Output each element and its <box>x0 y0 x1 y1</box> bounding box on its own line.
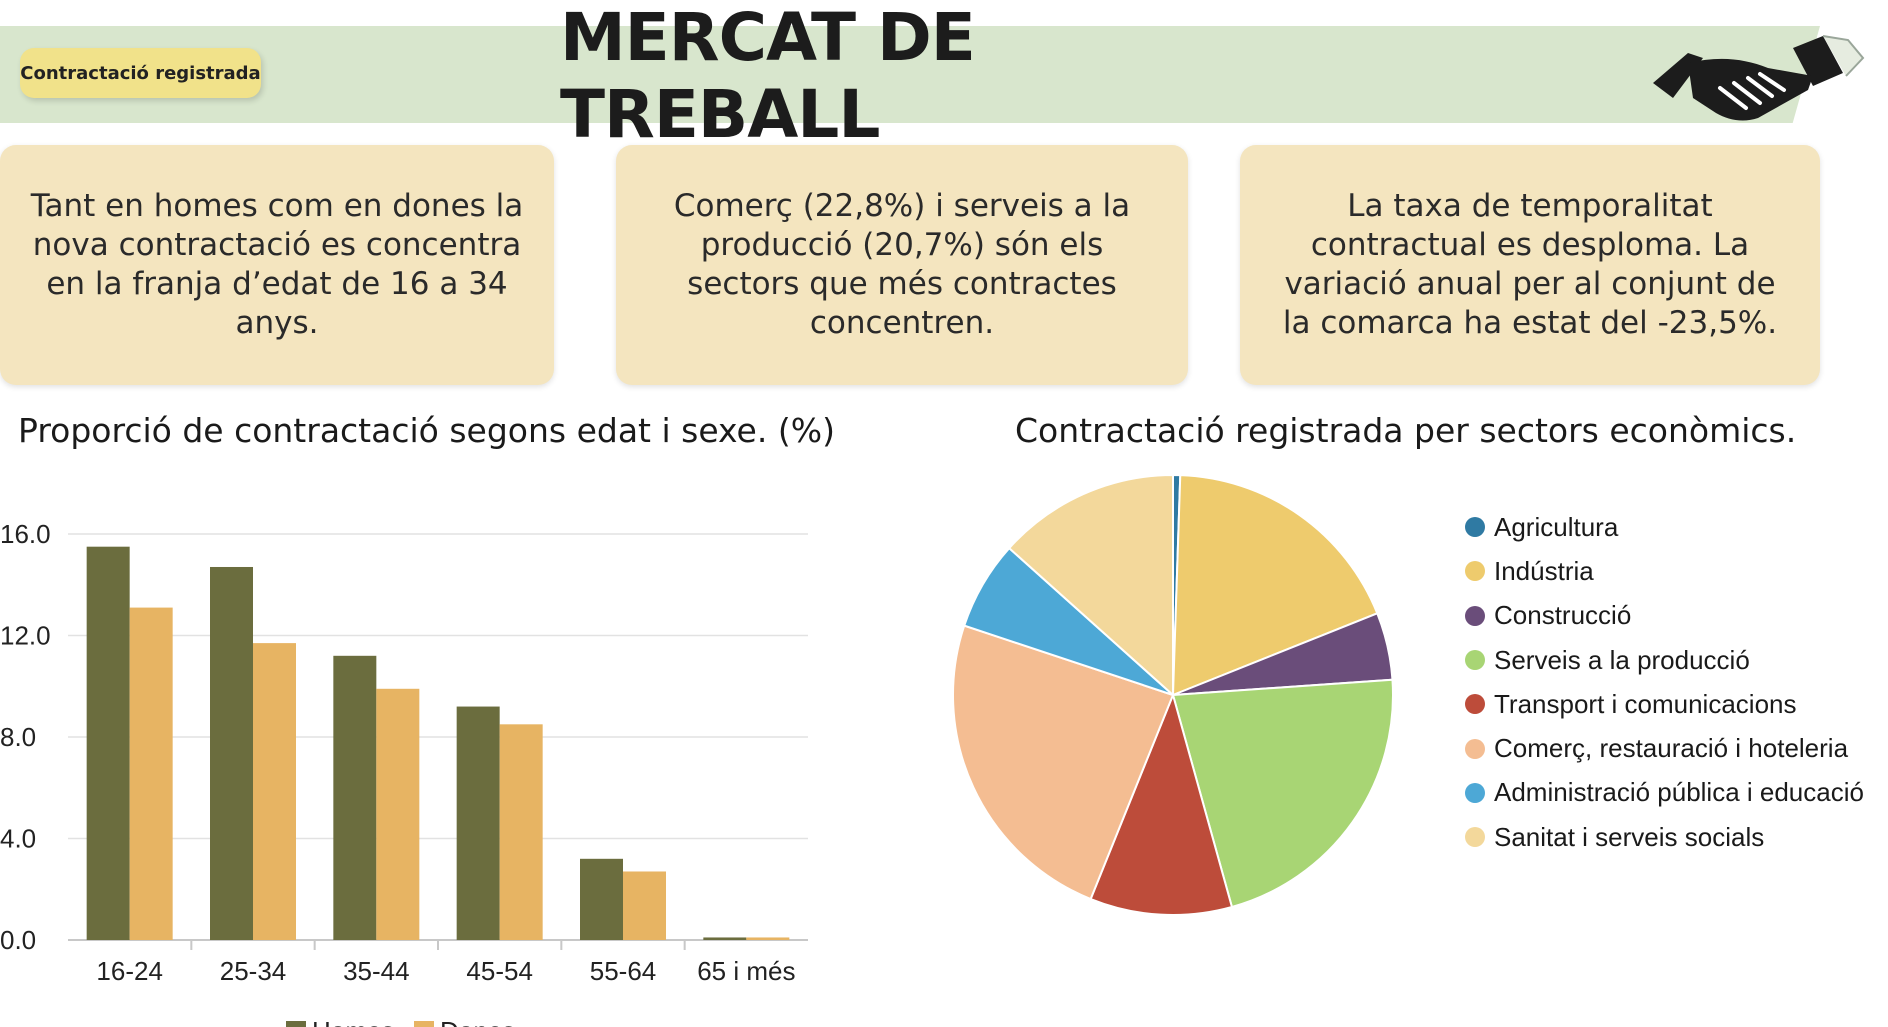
bar-dones-25-34 <box>253 643 296 940</box>
legend-dot <box>1465 517 1485 538</box>
legend-item: Construcció <box>1465 594 1885 638</box>
legend-dot <box>1465 694 1485 715</box>
bar-dones-35-44 <box>376 688 420 940</box>
legend-label: Transport i comunicacions <box>1494 688 1797 719</box>
highlight-box-age: Tant en homes com en dones la nova contr… <box>0 145 554 385</box>
bar-homes-25-34 <box>210 566 253 940</box>
x-tick-label: 55-64 <box>590 956 657 986</box>
bar-dones-16-24 <box>129 607 173 940</box>
legend-item: Agricultura <box>1465 505 1885 549</box>
pie-chart-title: Contractació registrada per sectors econ… <box>1015 410 1797 450</box>
legend-dot <box>1465 650 1485 671</box>
legend-dot <box>1465 782 1485 803</box>
legend-label: Serveis a la producció <box>1494 644 1750 675</box>
legend-label: Administració pública i educació <box>1494 777 1864 808</box>
legend-item: Comerç, restauració i hoteleria <box>1465 726 1885 770</box>
y-tick-label: 8.0 <box>0 722 36 752</box>
legend-item: Sanitat i serveis socials <box>1465 815 1885 859</box>
legend-swatch <box>414 1021 434 1027</box>
pie-slice <box>1089 691 1234 916</box>
legend-label: Homes <box>312 1016 394 1027</box>
pie-legend: Agricultura Indústria Construcció Serveis a… <box>1465 505 1885 859</box>
x-tick-label: 45-54 <box>466 956 533 986</box>
y-tick-label: 0.0 <box>0 925 36 955</box>
bar-chart: 0.0 4.0 8.0 12.0 16.0 16-24 25-34 35-44 45-54 55-… <box>0 519 808 1027</box>
bar-chart-title: Proporció de contractació segons edat i … <box>18 410 835 450</box>
x-tick-label: 65 i més <box>697 956 795 986</box>
legend-dot <box>1465 827 1485 848</box>
highlight-box-temporality: La taxa de temporalitat contractual es d… <box>1240 145 1820 385</box>
handshake-icon <box>1653 35 1865 121</box>
bar-dones-65 i més <box>746 937 790 940</box>
bar-homes-35-44 <box>333 655 377 940</box>
pie-slice <box>1171 678 1394 909</box>
pie-slice <box>1171 474 1379 697</box>
legend-item: Serveis a la producció <box>1465 638 1885 682</box>
y-tick-label: 4.0 <box>0 824 36 854</box>
pie-chart <box>952 473 1394 916</box>
legend-label: Comerç, restauració i hoteleria <box>1494 733 1849 764</box>
legend-dot <box>1465 738 1485 759</box>
legend-item: Indústria <box>1465 549 1885 593</box>
bar-homes-55-64 <box>580 858 623 940</box>
legend-label: Dones <box>440 1016 515 1027</box>
bar-dones-55-64 <box>623 871 666 940</box>
y-tick-label: 16.0 <box>0 519 51 549</box>
legend-dot <box>1465 561 1485 582</box>
header-band <box>0 26 1820 123</box>
legend-label: Agricultura <box>1494 511 1619 542</box>
legend-label: Sanitat i serveis socials <box>1494 821 1765 852</box>
pie-slice <box>952 624 1175 901</box>
bar-dones-45-54 <box>499 724 543 940</box>
page-title: MERCAT DE TREBALL <box>560 0 976 153</box>
legend-item: Transport i comunicacions <box>1465 682 1885 726</box>
legend-label: Construcció <box>1494 600 1632 631</box>
x-tick-label: 25-34 <box>220 956 287 986</box>
pie-slice <box>1007 473 1174 698</box>
legend-swatch <box>286 1021 306 1027</box>
legend-label: Indústria <box>1494 555 1594 586</box>
x-tick-label: 16-24 <box>96 956 163 986</box>
bar-homes-45-54 <box>456 706 500 940</box>
bar-homes-16-24 <box>86 546 130 940</box>
bar-homes-65 i més <box>703 937 747 940</box>
x-tick-label: 35-44 <box>343 956 410 986</box>
y-tick-label: 12.0 <box>0 621 51 651</box>
highlight-box-sectors: Comerç (22,8%) i serveis a la producció … <box>616 145 1188 385</box>
section-badge: Contractació registrada <box>20 48 261 98</box>
legend-item: Administració pública i educació <box>1465 771 1885 815</box>
legend-dot <box>1465 605 1485 626</box>
